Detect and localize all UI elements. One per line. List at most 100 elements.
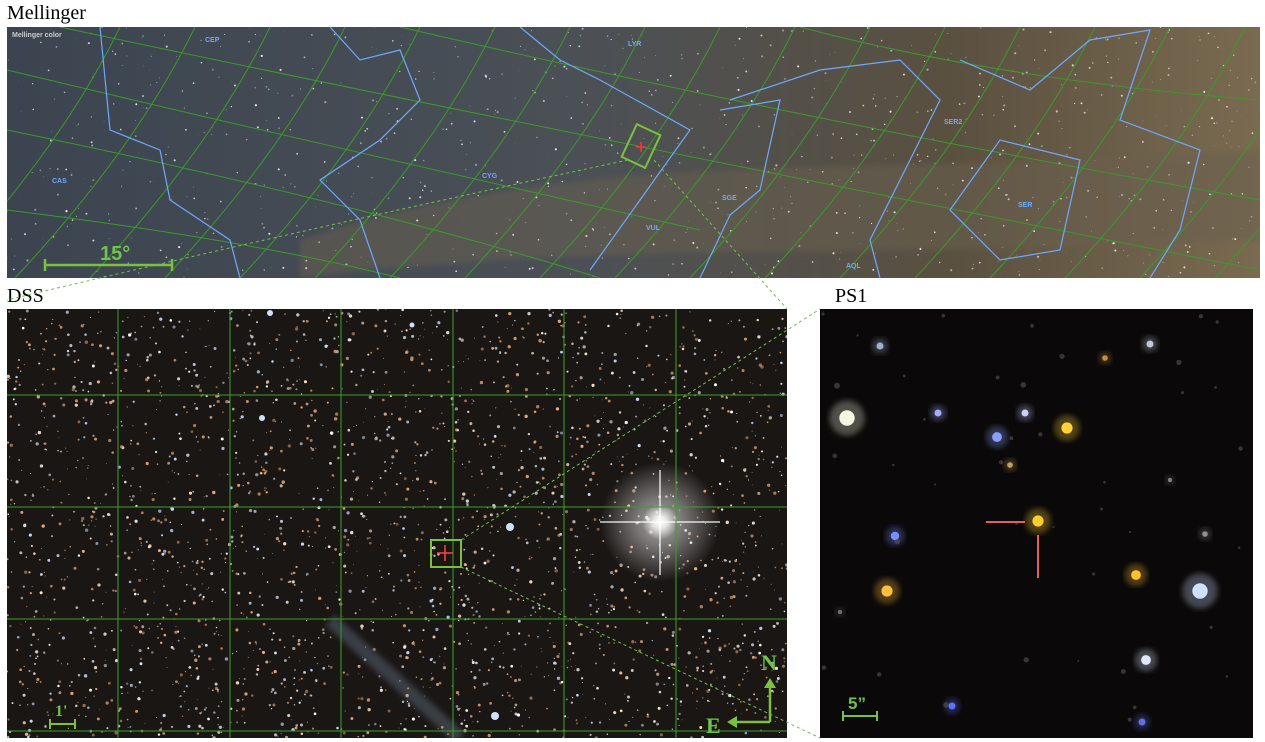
star [814,60,817,62]
star [40,410,43,412]
star [183,599,186,603]
star [169,319,173,322]
star [476,510,478,512]
star [199,328,201,330]
star [274,420,277,423]
star [621,463,624,467]
star [104,128,105,130]
star [1006,194,1008,196]
star [67,333,70,337]
star [213,404,215,407]
star [771,670,773,672]
star [176,630,180,633]
star [422,189,424,191]
star [416,443,419,446]
star [472,734,474,737]
star [431,672,433,674]
star [487,733,491,738]
star [81,549,85,553]
star [950,53,952,55]
star [875,253,877,255]
star [359,609,361,611]
star [745,220,747,222]
star [48,473,52,477]
star [70,680,73,684]
star [910,182,912,184]
star [140,325,143,328]
star [554,148,557,151]
star [773,113,776,116]
star [780,474,783,477]
star [71,172,73,174]
star [636,357,639,359]
star [632,658,635,661]
star [582,345,586,349]
star [1052,525,1055,529]
star [372,621,375,624]
star [90,399,94,402]
star [486,108,489,111]
star [561,665,562,667]
star [241,525,243,528]
star [556,431,559,434]
star [201,560,204,563]
star [157,733,161,736]
star [715,349,717,352]
star [670,662,674,666]
star [811,261,814,263]
star [435,627,439,632]
star [70,223,72,225]
star [315,206,317,208]
star [233,84,237,87]
star [335,591,338,593]
star [520,465,524,470]
star [919,248,922,250]
star [372,371,375,374]
star [688,220,689,222]
star [770,272,774,275]
star [809,168,811,170]
star [196,699,198,701]
star [346,321,348,323]
star [1121,194,1123,196]
star [715,201,717,204]
star [590,457,592,459]
star [554,567,557,570]
star [44,448,46,451]
star [162,585,165,588]
star [546,371,550,375]
star [610,585,614,589]
star [430,358,433,361]
star [300,406,303,409]
star [62,586,66,590]
star [208,587,210,589]
star [347,312,350,316]
star [140,544,142,546]
star [691,420,693,422]
star [337,530,339,532]
star [626,57,627,58]
star [525,222,527,223]
star [302,234,304,237]
star [515,373,520,377]
star [188,474,190,476]
star [524,709,527,711]
star [70,174,73,176]
star [90,185,92,188]
star [248,40,250,43]
star [308,536,310,538]
star [138,272,140,274]
star [570,117,573,119]
star [186,453,190,457]
star [47,558,51,562]
star [729,605,732,608]
star [343,551,346,554]
star [145,377,149,382]
star [283,469,286,472]
star [418,353,421,356]
star [161,386,163,388]
star [292,635,295,638]
star [206,543,209,546]
star [470,388,473,391]
star [923,418,926,421]
